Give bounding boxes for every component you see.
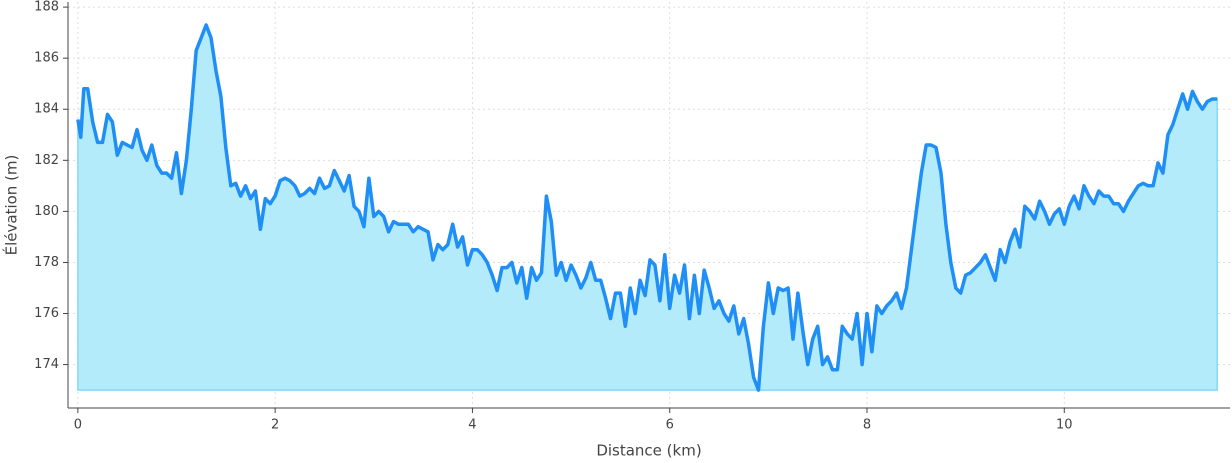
y-tick-label: 186 (34, 51, 59, 66)
y-tick-label: 180 (34, 204, 59, 219)
x-tick-label: 8 (863, 418, 871, 433)
y-axis-label: Élévation (m) (2, 155, 21, 256)
x-tick-label: 2 (271, 418, 279, 433)
y-tick-label: 184 (34, 102, 59, 117)
x-tick-label: 0 (74, 418, 82, 433)
y-tick-label: 178 (34, 255, 59, 270)
y-tick-label: 188 (34, 0, 59, 15)
x-axis-label: Distance (km) (596, 442, 701, 460)
area-fill (77, 22, 1218, 391)
y-tick-label: 182 (34, 153, 59, 168)
x-tick-label: 10 (1056, 418, 1073, 433)
y-tick-label: 174 (34, 357, 59, 372)
y-tick-label: 176 (34, 306, 59, 321)
elevation-line (76, 23, 1218, 392)
x-tick-label: 4 (468, 418, 476, 433)
x-tick-label: 6 (666, 418, 674, 433)
